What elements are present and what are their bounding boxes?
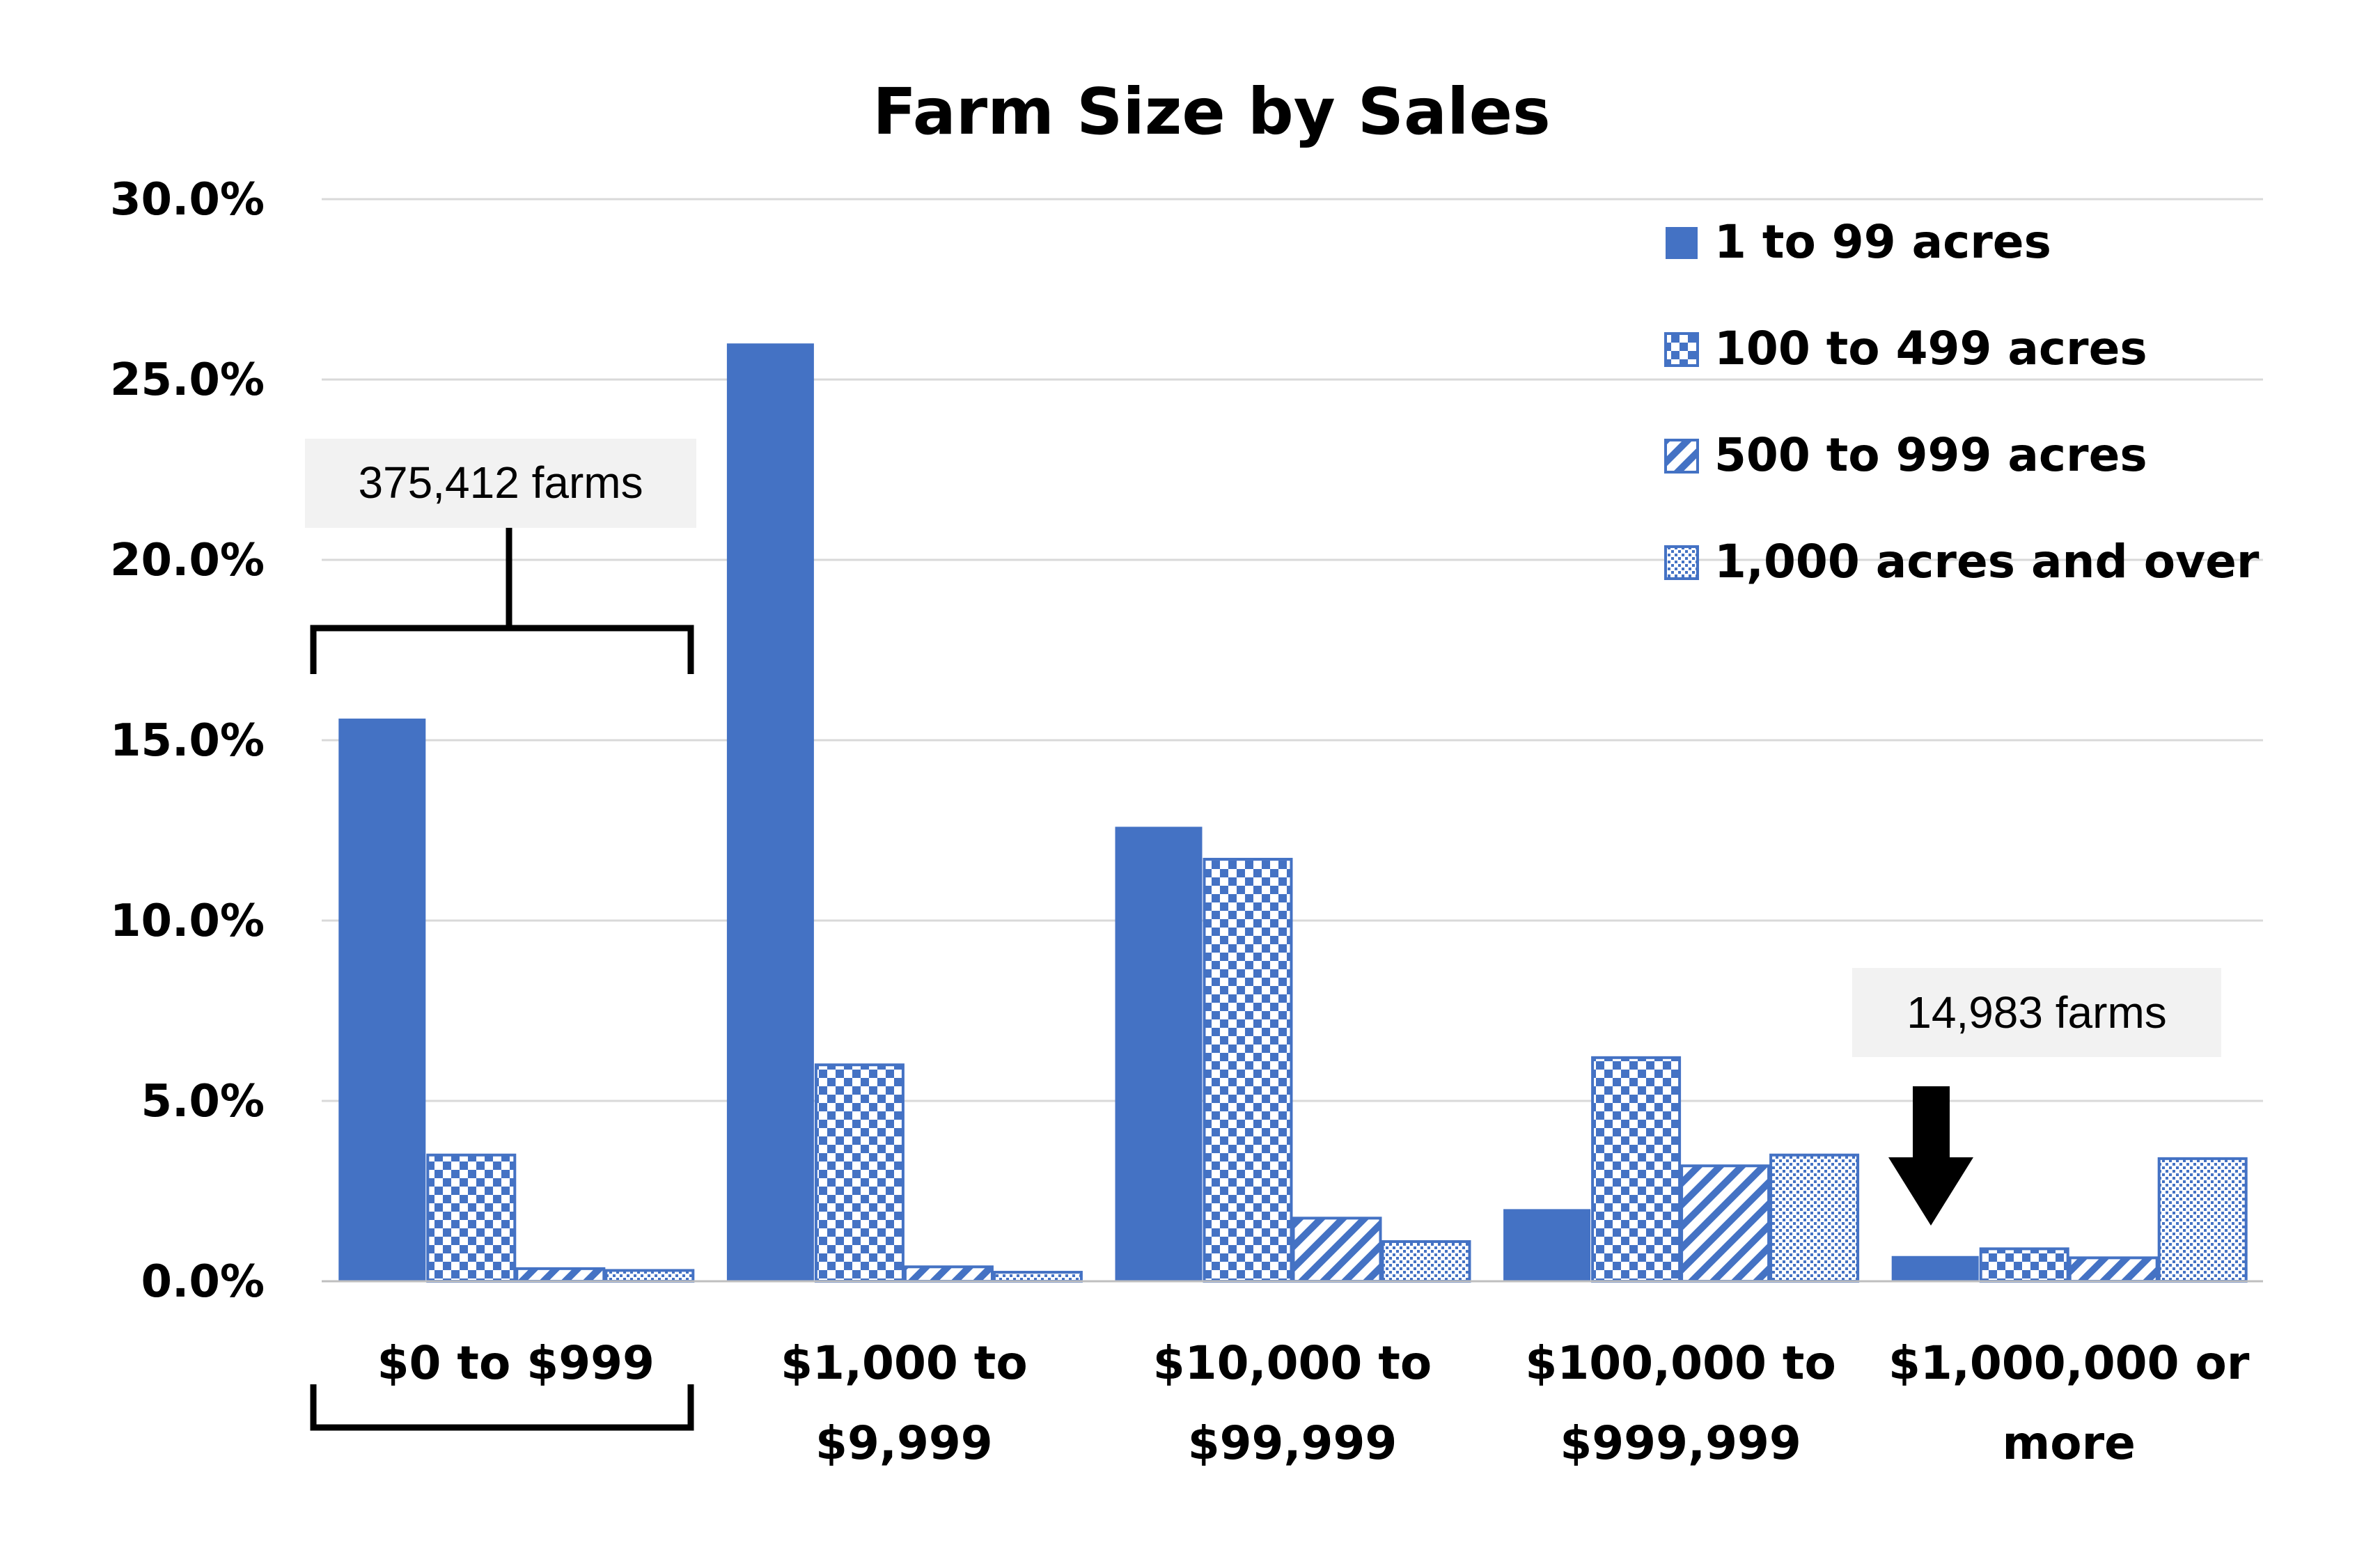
legend-swatch-1000-and-over: [1664, 545, 1699, 580]
bar-1-to-99: [1503, 1209, 1591, 1281]
x-tick-label: $999,999: [1560, 1416, 1801, 1470]
annotation-text: 14,983 farms: [1907, 987, 2167, 1038]
annotation-farms-high: 14,983 farms: [1852, 968, 2221, 1226]
x-tick-label: $1,000 to: [781, 1336, 1028, 1390]
y-tick-label: 0.0%: [141, 1256, 265, 1308]
bar-500-to-999: [2068, 1256, 2159, 1283]
down-arrow-icon: [1888, 1086, 1973, 1226]
legend-label-100-to-499: 100 to 499 acres: [1714, 322, 2147, 375]
y-axis-ticks: 0.0% 5.0% 10.0% 15.0% 20.0% 25.0% 30.0%: [110, 174, 265, 1308]
x-axis-categories: $0 to $999 $1,000 to $9,999 $10,000 to $99,9…: [377, 1336, 2250, 1470]
bar-500-to-999: [1680, 1164, 1771, 1283]
x-tick-label: $10,000 to: [1153, 1336, 1432, 1390]
bar-1-to-99: [1891, 1256, 1979, 1281]
y-tick-label: 5.0%: [141, 1076, 265, 1127]
y-tick-label: 10.0%: [110, 895, 265, 947]
bars: [338, 343, 2248, 1283]
bar-1000-and-over: [992, 1271, 1083, 1283]
bar-1-to-99: [726, 343, 814, 1282]
bar-1000-and-over: [1381, 1240, 1471, 1283]
bar-1-to-99: [1115, 827, 1203, 1281]
chart-title: Farm Size by Sales: [872, 75, 1550, 149]
bar-100-to-499: [426, 1153, 517, 1283]
legend-swatch-100-to-499: [1664, 332, 1699, 367]
legend-swatch-1-to-99: [1666, 227, 1698, 259]
x-tick-label: $100,000 to: [1525, 1336, 1835, 1390]
x-tick-label: $1,000,000 or: [1888, 1336, 2250, 1390]
y-tick-label: 25.0%: [110, 354, 265, 406]
bar-100-to-499: [1203, 857, 1293, 1283]
y-tick-label: 20.0%: [110, 535, 265, 586]
bar-100-to-499: [814, 1063, 905, 1283]
annotation-box: [305, 439, 696, 528]
annotation-farms-low: 375,412 farms: [305, 439, 696, 1431]
legend-label-1000-and-over: 1,000 acres and over: [1714, 535, 2260, 588]
legend-label-1-to-99: 1 to 99 acres: [1714, 215, 2051, 269]
legend: 1 to 99 acres 100 to 499 acres 500 to 999 …: [1664, 215, 2260, 588]
annotation-box: [1852, 968, 2221, 1057]
x-tick-label: $99,999: [1188, 1416, 1398, 1470]
bar-500-to-999: [1292, 1217, 1382, 1283]
bar-100-to-499: [1979, 1247, 2069, 1283]
bar-1-to-99: [338, 718, 426, 1281]
bar-1000-and-over: [1769, 1153, 1860, 1283]
bar-1000-and-over: [2157, 1157, 2248, 1283]
x-tick-label: more: [2002, 1416, 2135, 1470]
legend-swatch-500-to-999: [1664, 439, 1699, 474]
legend-label-500-to-999: 500 to 999 acres: [1714, 428, 2147, 482]
x-tick-label: $0 to $999: [377, 1336, 655, 1390]
bar-500-to-999: [903, 1265, 994, 1283]
x-tick-label: $9,999: [815, 1416, 993, 1470]
annotation-text: 375,412 farms: [358, 457, 643, 508]
y-tick-label: 30.0%: [110, 174, 265, 226]
bar-1000-and-over: [604, 1269, 695, 1283]
bracket-top: [310, 625, 694, 674]
bracket-bottom: [310, 1384, 694, 1431]
bar-100-to-499: [1591, 1056, 1682, 1283]
y-tick-label: 15.0%: [110, 715, 265, 767]
bar-500-to-999: [515, 1267, 606, 1283]
